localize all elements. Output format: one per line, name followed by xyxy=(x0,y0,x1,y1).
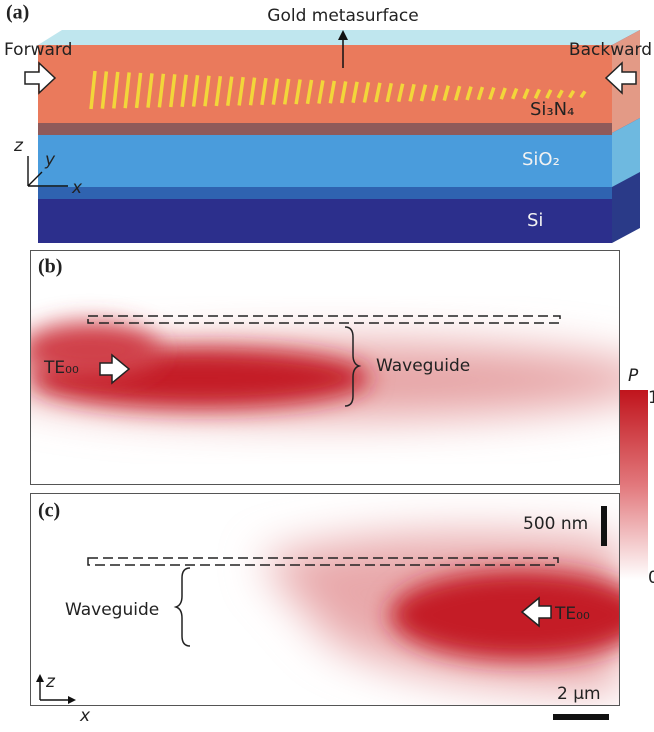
mode-label: TE₀₀ xyxy=(554,604,590,624)
axis-label: z xyxy=(13,136,24,156)
device xyxy=(25,30,640,243)
annotation: Waveguide xyxy=(376,356,470,376)
axis-label: x xyxy=(71,178,83,198)
field-map xyxy=(0,322,654,418)
axis-label: x xyxy=(79,706,91,726)
colorbar-label: 0 xyxy=(648,568,654,588)
panel-label: (a) xyxy=(6,2,29,24)
panel-label: (b) xyxy=(38,256,62,278)
mode-label: TE₀₀ xyxy=(43,358,79,378)
colorbar xyxy=(620,390,648,580)
layer-label: SiO₂ xyxy=(522,149,560,170)
axis-label: z xyxy=(45,672,56,692)
scale-label: 500 nm xyxy=(523,514,588,534)
colorbar-title: P xyxy=(628,366,639,386)
figure: (a) Gold metasurface Forward Backward Si… xyxy=(0,0,654,732)
axis-label: y xyxy=(44,150,56,170)
annotation: Waveguide xyxy=(65,600,159,620)
field-map xyxy=(260,533,650,690)
annotation: Gold metasurface xyxy=(267,6,418,26)
layer-label: Si xyxy=(527,210,543,231)
annotation: Backward xyxy=(569,40,652,60)
panel-label: (c) xyxy=(38,500,60,522)
scale-label: 2 μm xyxy=(557,684,601,704)
layer-label: Si₃N₄ xyxy=(530,99,574,120)
colorbar-label: 1 xyxy=(648,388,654,408)
annotation: Forward xyxy=(4,40,72,60)
